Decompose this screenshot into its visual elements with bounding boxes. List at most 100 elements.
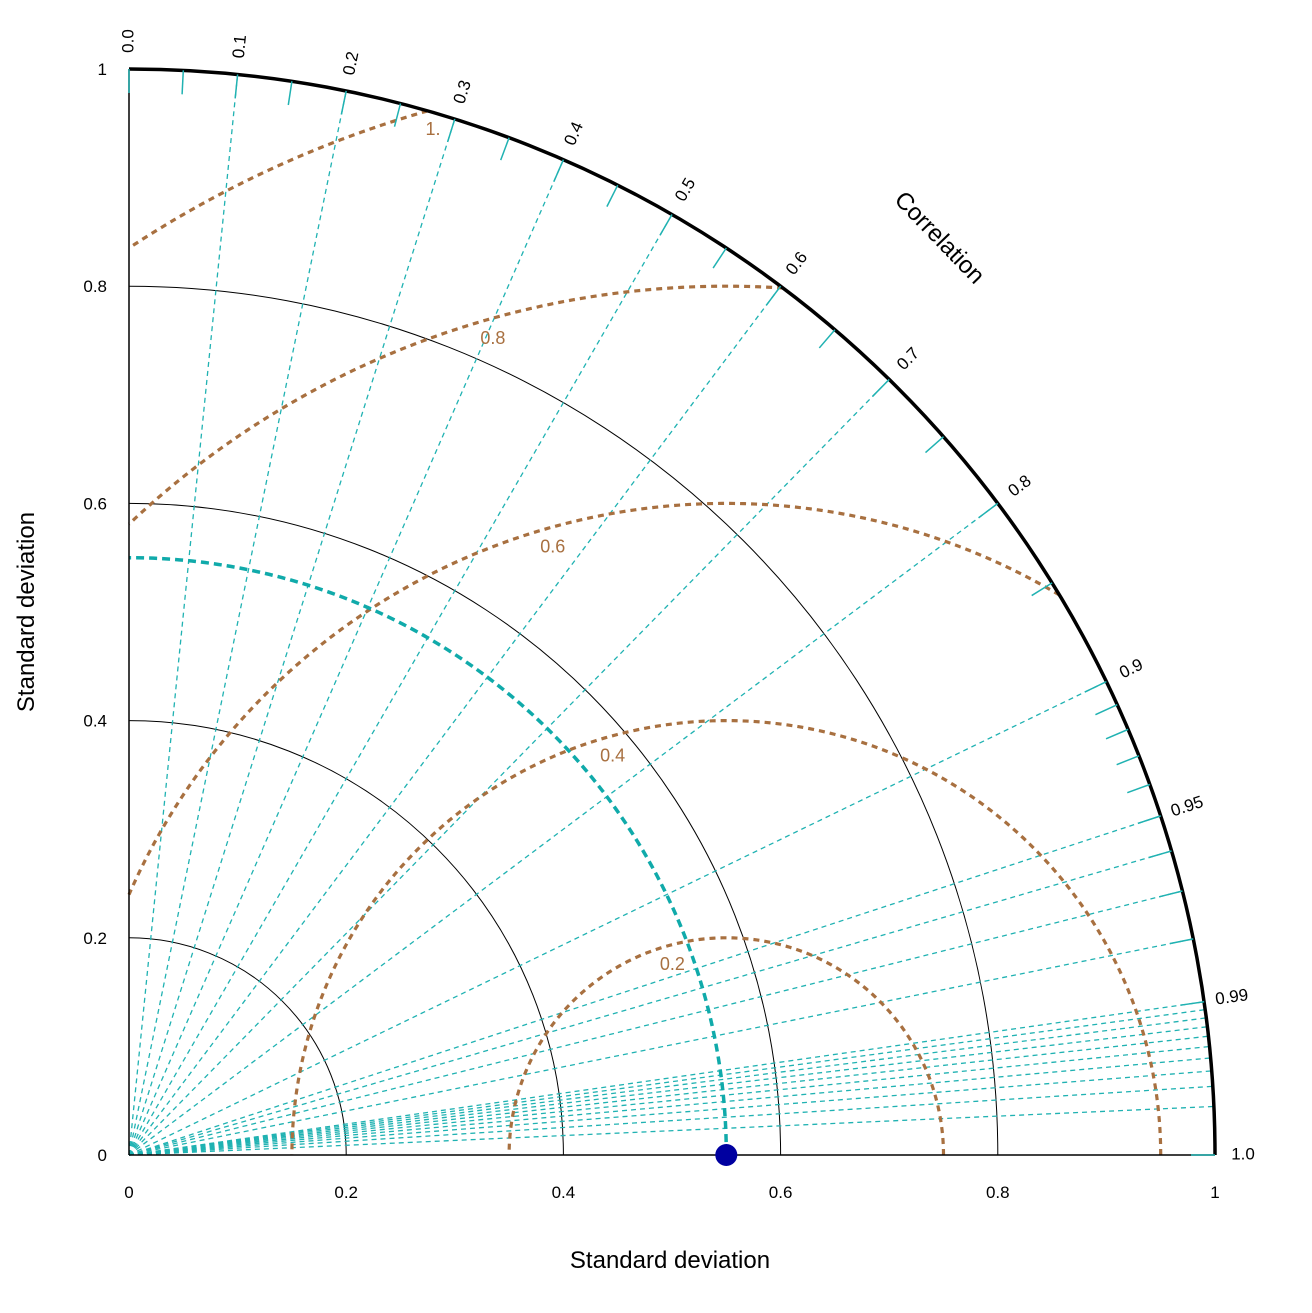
- rms-contour-label: 0.8: [480, 328, 505, 348]
- correlation-tick: [1158, 890, 1183, 898]
- correlation-label: Correlation: [889, 186, 990, 289]
- correlation-ray: [128, 1070, 1212, 1156]
- rms-contour: [507, 936, 946, 1156]
- correlation-tick: [1127, 783, 1151, 794]
- sd-arc: [128, 720, 564, 1156]
- correlation-ray: [128, 502, 999, 1156]
- correlation-tick: [659, 214, 673, 236]
- correlation-ray: [128, 1085, 1213, 1156]
- correlation-ray: [128, 1026, 1208, 1156]
- axes: [128, 67, 1217, 1156]
- correlation-tick: [978, 502, 999, 519]
- x-tick-label: 1: [1210, 1183, 1219, 1202]
- correlation-tick: [712, 247, 727, 269]
- correlation-tick: [1116, 755, 1140, 766]
- reference-arc: [128, 555, 729, 1156]
- correlation-ray: [128, 1008, 1206, 1156]
- rms-contour-label: 0.2: [660, 954, 685, 974]
- outer-arc: [128, 67, 1217, 1156]
- correlation-tick: [393, 103, 402, 127]
- correlation-tick-label: 0.8: [1004, 471, 1034, 500]
- y-tick-label: 0.8: [83, 277, 107, 296]
- correlation-tick: [1137, 815, 1161, 825]
- rms-contour: [128, 109, 429, 250]
- rms-contour-label: 0.4: [600, 745, 625, 765]
- correlation-tick: [1031, 582, 1053, 597]
- correlation-tick-label: 0.0: [118, 29, 137, 53]
- correlation-tick: [234, 74, 239, 99]
- correlation-tick: [606, 184, 619, 207]
- rms-contour-label: 1.: [426, 119, 441, 139]
- correlation-ray: [128, 815, 1161, 1156]
- rms-contours: [127, 109, 1163, 1156]
- correlation-tick: [499, 137, 510, 161]
- ticks: [128, 69, 1215, 1156]
- data-points: [715, 1144, 738, 1166]
- rms-contour: [127, 284, 784, 526]
- correlation-ray: [128, 1001, 1205, 1156]
- correlation-tick: [553, 159, 565, 182]
- rms-contour-label: 0.6: [540, 537, 565, 557]
- correlation-tick: [1095, 704, 1118, 716]
- correlation-ray: [128, 1045, 1210, 1156]
- correlation-tick-label: 0.5: [671, 175, 699, 205]
- correlation-tick-label: 0.1: [229, 34, 250, 59]
- correlation-tick-label: 0.6: [782, 248, 811, 278]
- correlation-tick: [340, 90, 347, 115]
- y-tick-label: 0.2: [83, 929, 107, 948]
- sd-arc: [128, 937, 347, 1156]
- correlation-tick: [1148, 850, 1172, 859]
- x-axis-label: Standard deviation: [570, 1247, 770, 1274]
- correlation-ray: [128, 938, 1194, 1156]
- correlation-tick: [287, 81, 293, 106]
- correlation-ray: [128, 159, 564, 1156]
- correlation-ray: [128, 890, 1183, 1156]
- correlation-tick-label: 0.99: [1214, 985, 1249, 1008]
- correlation-ray: [128, 118, 456, 1156]
- x-tick-label: 0.2: [334, 1183, 358, 1202]
- correlation-tick: [1169, 938, 1194, 945]
- correlation-tick: [181, 70, 185, 95]
- y-axis-label: Standard deviation: [13, 512, 40, 712]
- x-tick-label: 0.4: [552, 1183, 576, 1202]
- correlation-ray: [128, 90, 347, 1156]
- correlation-tick: [871, 378, 890, 398]
- y-tick-label: 0: [98, 1146, 107, 1165]
- correlation-tick: [1084, 680, 1107, 693]
- correlation-ray: [128, 1057, 1211, 1156]
- correlation-tick-label: 1.0: [1231, 1144, 1255, 1163]
- y-tick-label: 0.6: [83, 494, 107, 513]
- sd-arc: [128, 285, 999, 1156]
- correlation-tick: [765, 285, 782, 306]
- correlation-tick-label: 0.9: [1116, 655, 1146, 682]
- correlation-tick: [1105, 728, 1129, 740]
- correlation-tick-label: 0.95: [1168, 792, 1205, 820]
- correlation-ray: [128, 1035, 1209, 1156]
- y-tick-label: 0.4: [83, 712, 107, 731]
- correlation-tick-label: 0.7: [893, 344, 923, 374]
- correlation-ray: [128, 378, 890, 1156]
- correlation-rays: [128, 74, 1214, 1156]
- x-tick-label: 0: [124, 1183, 133, 1202]
- sd-arcs: [128, 285, 999, 1156]
- rms-contour: [127, 501, 1061, 896]
- correlation-ray: [128, 681, 1107, 1156]
- correlation-ray: [128, 1017, 1207, 1156]
- correlation-tick: [446, 118, 456, 143]
- reference-arc-layer: [128, 555, 729, 1156]
- correlation-ray: [128, 74, 239, 1156]
- correlation-ray: [128, 214, 673, 1156]
- correlation-tick: [925, 436, 944, 454]
- sd-arc: [128, 502, 782, 1156]
- correlation-ray: [128, 285, 782, 1156]
- correlation-tick-label: 0.3: [450, 78, 475, 106]
- y-tick-label: 1: [98, 60, 107, 79]
- data-point: [715, 1144, 738, 1166]
- correlation-ray: [128, 850, 1172, 1156]
- correlation-tick: [1180, 1001, 1205, 1006]
- correlation-tick: [818, 329, 836, 349]
- correlation-tick-label: 0.4: [560, 119, 587, 148]
- correlation-ray: [128, 1105, 1214, 1156]
- x-tick-label: 0.8: [986, 1183, 1010, 1202]
